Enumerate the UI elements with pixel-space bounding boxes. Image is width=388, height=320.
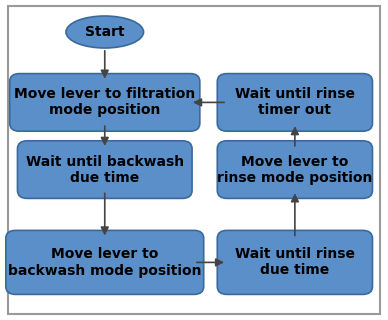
FancyBboxPatch shape <box>217 74 372 131</box>
Text: Wait until rinse
due time: Wait until rinse due time <box>235 247 355 277</box>
FancyBboxPatch shape <box>217 230 372 294</box>
Text: Wait until backwash
due time: Wait until backwash due time <box>26 155 184 185</box>
Text: Wait until rinse
timer out: Wait until rinse timer out <box>235 87 355 117</box>
Text: Move lever to
rinse mode position: Move lever to rinse mode position <box>217 155 372 185</box>
FancyBboxPatch shape <box>17 141 192 198</box>
FancyBboxPatch shape <box>6 230 204 294</box>
Ellipse shape <box>66 16 144 48</box>
FancyBboxPatch shape <box>217 141 372 198</box>
Text: Start: Start <box>85 25 125 39</box>
FancyBboxPatch shape <box>10 74 200 131</box>
Text: Move lever to filtration
mode position: Move lever to filtration mode position <box>14 87 196 117</box>
Text: Move lever to
backwash mode position: Move lever to backwash mode position <box>8 247 201 277</box>
FancyBboxPatch shape <box>8 6 380 314</box>
